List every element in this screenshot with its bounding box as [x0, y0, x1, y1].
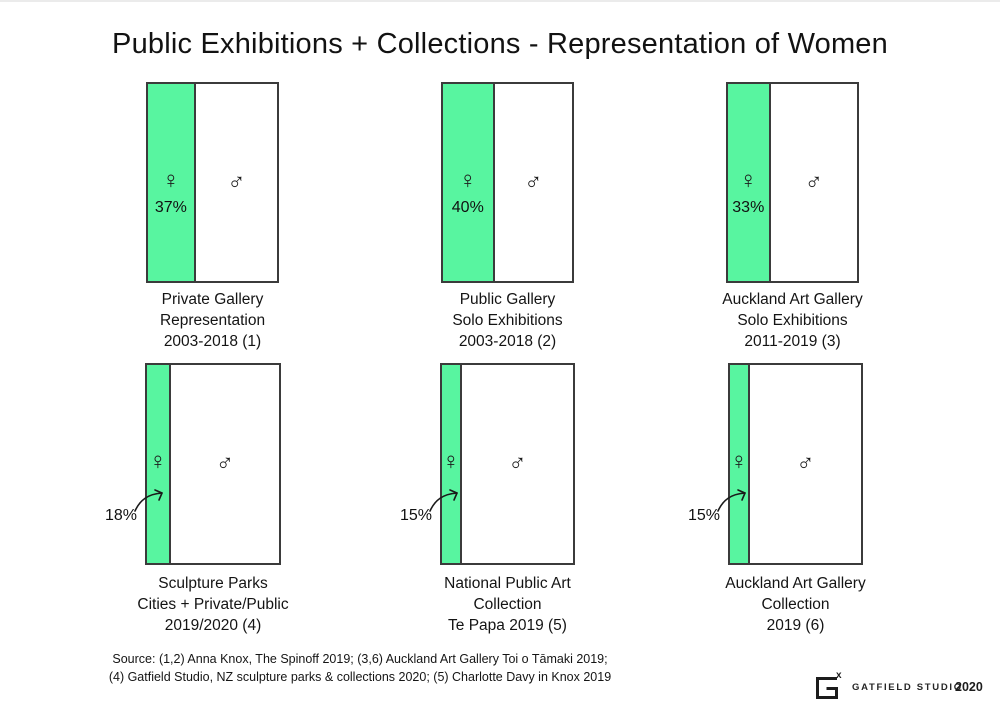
caption-line: Cities + Private/Public [137, 596, 289, 613]
source-note: Source: (1,2) Anna Knox, The Spinoff 201… [80, 651, 640, 686]
source-line-2: (4) Gatfield Studio, NZ sculpture parks … [108, 669, 612, 684]
female-pct-label: 37% [154, 198, 187, 216]
curved-arrow-icon [429, 489, 458, 512]
caption-line: Collection [761, 596, 830, 613]
female-icon: ♀ [729, 448, 748, 476]
panel-caption: Auckland Art Gallery Solo Exhibitions 20… [668, 289, 918, 352]
caption-line: Solo Exhibitions [452, 312, 563, 329]
female-icon: ♀ [458, 166, 477, 194]
female-share-fill: ♀ 40% [443, 84, 495, 281]
panel-auckland-collection: ♀ ♂ 15% Auckland Art Gallery Collection … [688, 363, 866, 634]
caption-line: National Public Art [444, 575, 571, 592]
panel-caption: National Public Art Collection Te Papa 2… [383, 573, 633, 636]
caption-line: Auckland Art Gallery [725, 575, 866, 592]
proportion-box: ♀ 40% ♂ [441, 82, 574, 283]
panel-private-gallery: ♀ 37% ♂ Private Gallery Representation 2… [146, 82, 279, 350]
logo-superscript-x: x [836, 670, 842, 681]
caption-line: 2019/2020 (4) [164, 617, 262, 634]
caption-line: Solo Exhibitions [737, 312, 848, 329]
caption-line: Private Gallery [161, 291, 264, 308]
source-line-1: Source: (1,2) Anna Knox, The Spinoff 201… [112, 652, 608, 666]
caption-line: Collection [473, 596, 542, 613]
female-pct-label: 15% [688, 507, 721, 524]
caption-line: 2003-2018 (1) [163, 333, 262, 350]
male-icon: ♂ [215, 450, 234, 477]
female-pct-label: 15% [400, 507, 433, 524]
panel-caption: Auckland Art Gallery Collection 2019 (6) [671, 573, 921, 636]
female-share-fill: ♀ [442, 365, 462, 563]
male-icon: ♂ [804, 168, 823, 196]
female-share-fill: ♀ [147, 365, 171, 563]
caption-line: 2003-2018 (2) [458, 333, 557, 350]
gatfield-studio-logo: x GATFIELD STUDIO 2020 [813, 670, 998, 703]
female-pct-label: 40% [451, 198, 484, 216]
panel-caption: Public Gallery Solo Exhibitions 2003-201… [383, 289, 633, 352]
caption-line: Auckland Art Gallery [722, 291, 863, 308]
female-share-fill: ♀ [730, 365, 750, 563]
logo-year: 2020 [955, 680, 983, 694]
panel-sculpture-parks: ♀ ♂ 18% Sculpture Parks Cities + Private… [105, 363, 289, 634]
proportion-box: ♀ ♂ [440, 363, 575, 565]
proportion-box: ♀ 33% ♂ [726, 82, 859, 283]
top-edge-divider [0, 0, 1000, 2]
male-share-region: ♂ [462, 365, 573, 563]
caption-line: Te Papa 2019 (5) [448, 617, 567, 634]
logo-studio-name: GATFIELD STUDIO [852, 682, 963, 693]
male-share-region: ♂ [171, 365, 279, 563]
female-icon: ♀ [739, 166, 758, 194]
proportion-box: ♀ ♂ [728, 363, 863, 565]
caption-line: 2011-2019 (3) [744, 333, 841, 350]
panel-auckland-solo: ♀ 33% ♂ Auckland Art Gallery Solo Exhibi… [722, 82, 863, 350]
female-icon: ♀ [161, 166, 180, 194]
panel-caption: Private Gallery Representation 2003-2018… [88, 289, 338, 352]
curved-arrow-icon [134, 489, 163, 512]
proportion-box: ♀ ♂ [145, 363, 281, 565]
male-share-region: ♂ [196, 84, 277, 281]
female-pct-label: 18% [105, 507, 138, 524]
male-share-region: ♂ [771, 84, 857, 281]
proportion-box: ♀ 37% ♂ [146, 82, 279, 283]
caption-line: Sculpture Parks [158, 575, 268, 592]
caption-line: Representation [159, 312, 266, 329]
male-share-region: ♂ [495, 84, 572, 281]
male-icon: ♂ [796, 450, 815, 477]
female-icon: ♀ [148, 448, 167, 476]
female-share-fill: ♀ 37% [148, 84, 196, 281]
panel-public-gallery: ♀ 40% ♂ Public Gallery Solo Exhibitions … [441, 82, 574, 350]
male-share-region: ♂ [750, 365, 861, 563]
g-logo-icon [816, 677, 838, 699]
male-icon: ♂ [508, 450, 527, 477]
caption-line: 2019 (6) [766, 617, 825, 634]
female-pct-label: 33% [732, 198, 765, 216]
chart-title: Public Exhibitions + Collections - Repre… [112, 28, 888, 60]
panel-te-papa: ♀ ♂ 15% National Public Art Collection T… [400, 363, 575, 634]
panel-caption: Sculpture Parks Cities + Private/Public … [88, 573, 338, 636]
female-share-fill: ♀ 33% [728, 84, 771, 281]
female-icon: ♀ [441, 448, 460, 476]
male-icon: ♂ [524, 168, 543, 196]
curved-arrow-icon [717, 489, 746, 512]
male-icon: ♂ [227, 168, 246, 196]
caption-line: Public Gallery [459, 291, 556, 308]
